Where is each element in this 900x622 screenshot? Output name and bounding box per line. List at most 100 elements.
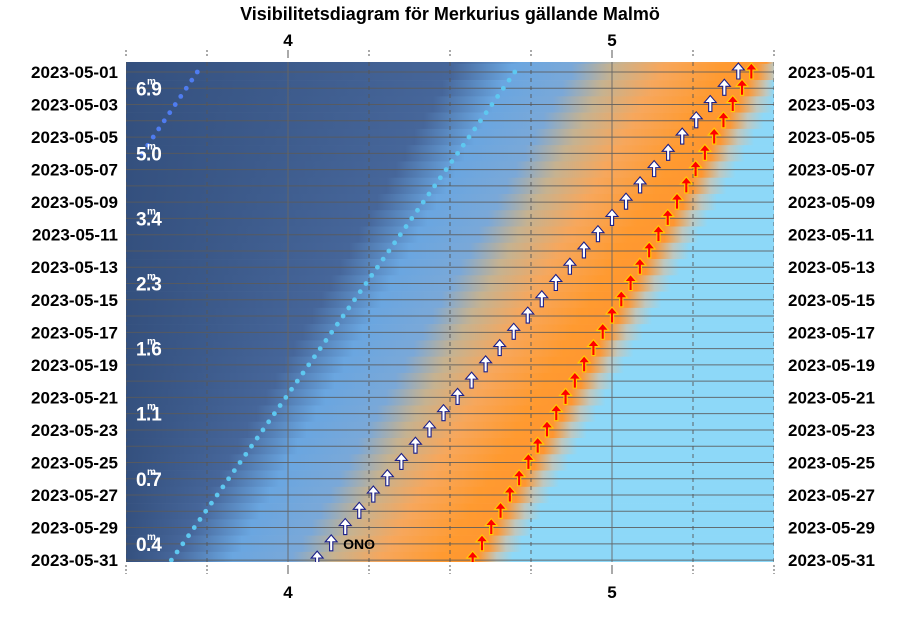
sun-arrow	[734, 78, 750, 96]
track-dot	[172, 102, 178, 107]
magnitude-label: 5 m.0	[136, 141, 162, 165]
track-dot	[312, 354, 317, 360]
date-label-left: 2023-05-23	[31, 421, 118, 440]
date-label-right: 2023-05-29	[788, 519, 875, 538]
track-dot	[214, 492, 220, 498]
track-dot	[449, 159, 455, 164]
magnitude-label: 0 m.4	[136, 532, 162, 556]
magnitude-label: 1 m.1	[136, 402, 162, 426]
arrow-shape	[632, 176, 648, 194]
sun-arrow	[614, 289, 629, 308]
date-label-right: 2023-05-23	[788, 421, 875, 440]
magnitude-label: 1 m.6	[136, 337, 162, 361]
track-dot	[277, 403, 283, 408]
mercury-arrow	[703, 94, 718, 113]
arrow-shape	[380, 468, 395, 487]
track-dot	[432, 183, 438, 189]
mercury-arrow	[436, 403, 451, 422]
track-dot	[380, 256, 386, 262]
arrow-shape	[595, 322, 610, 340]
arrow-shape	[394, 452, 409, 471]
track-dot	[183, 85, 189, 91]
sun-arrow	[567, 371, 583, 389]
arrow-shape	[646, 159, 662, 178]
mercury-arrow	[478, 355, 493, 373]
arrow-shape	[590, 224, 606, 243]
date-label-right: 2023-05-07	[788, 161, 875, 180]
chart-title: Visibilitetsdiagram för Merkurius gällan…	[240, 4, 660, 24]
mercury-arrow	[646, 159, 662, 178]
magnitude-int: 0	[136, 470, 147, 491]
track-dot	[317, 346, 323, 351]
magnitude-label: 3 m.4	[136, 206, 162, 230]
arrow-shape	[436, 403, 451, 422]
track-dot	[329, 329, 335, 335]
date-label-left: 2023-05-13	[31, 258, 118, 277]
track-dot	[340, 313, 346, 319]
sun-arrow	[641, 241, 657, 259]
mercury-arrow	[576, 241, 592, 259]
track-dot	[209, 500, 214, 506]
sky-band	[126, 551, 774, 562]
arrow-shape	[562, 257, 578, 275]
date-label-left: 2023-05-31	[31, 551, 118, 570]
arrow-shape	[492, 338, 507, 357]
sun-arrow	[539, 420, 555, 438]
arrow-shape	[309, 550, 325, 562]
arrow-shape	[520, 306, 535, 324]
date-label-left: 2023-05-11	[32, 226, 118, 245]
date-label-right: 2023-05-21	[788, 388, 875, 407]
date-label-left: 2023-05-17	[31, 323, 118, 342]
arrow-shape	[725, 94, 740, 113]
date-label-right: 2023-05-01	[788, 63, 875, 82]
mercury-arrow	[520, 306, 535, 324]
sun-arrow	[604, 306, 620, 324]
track-dot	[289, 386, 294, 392]
date-label-right: 2023-05-11	[788, 226, 874, 245]
track-dot	[283, 395, 289, 400]
date-label-left: 2023-05-25	[31, 453, 118, 472]
x-tick-label-top: 5	[607, 31, 616, 50]
mercury-arrow	[394, 452, 409, 471]
track-dot	[249, 443, 254, 449]
mercury-arrow	[309, 550, 325, 562]
track-dot	[306, 362, 312, 368]
track-dot	[443, 167, 449, 173]
date-label-left: 2023-05-29	[31, 519, 118, 538]
track-dot	[260, 427, 266, 433]
arrow-shape	[660, 143, 676, 161]
magnitude-label: 0 m.7	[136, 467, 162, 491]
arrow-shape	[623, 273, 638, 292]
arrow-shape	[506, 322, 521, 340]
arrow-shape	[660, 208, 675, 226]
magnitude-int: 5	[136, 144, 147, 165]
sun-arrow	[549, 403, 564, 422]
magnitude-unit: m	[147, 467, 156, 478]
arrow-shape	[493, 501, 508, 519]
sun-arrow	[744, 62, 759, 80]
mercury-arrow	[408, 436, 423, 454]
sun-arrow	[465, 550, 480, 562]
track-dot	[403, 224, 409, 229]
arrow-shape	[324, 533, 339, 552]
track-dot	[489, 102, 495, 107]
track-dot	[161, 118, 167, 124]
arrow-shape	[641, 241, 657, 259]
track-dot	[186, 533, 191, 539]
track-dot	[150, 134, 156, 140]
track-dot	[180, 541, 186, 547]
arrow-shape	[539, 420, 555, 438]
track-dot	[460, 142, 466, 148]
mercury-arrow	[675, 127, 690, 145]
direction-label: ONO	[343, 536, 375, 552]
date-label-left: 2023-05-07	[31, 161, 118, 180]
magnitude-unit: m	[147, 272, 156, 283]
track-dot	[397, 232, 403, 238]
magnitude-dec: .0	[146, 144, 162, 165]
mercury-arrow	[366, 485, 381, 503]
magnitude-label: 6 m.9	[136, 76, 162, 100]
arrow-shape	[408, 436, 423, 454]
track-dot	[495, 94, 501, 99]
sun-arrow	[651, 224, 666, 243]
